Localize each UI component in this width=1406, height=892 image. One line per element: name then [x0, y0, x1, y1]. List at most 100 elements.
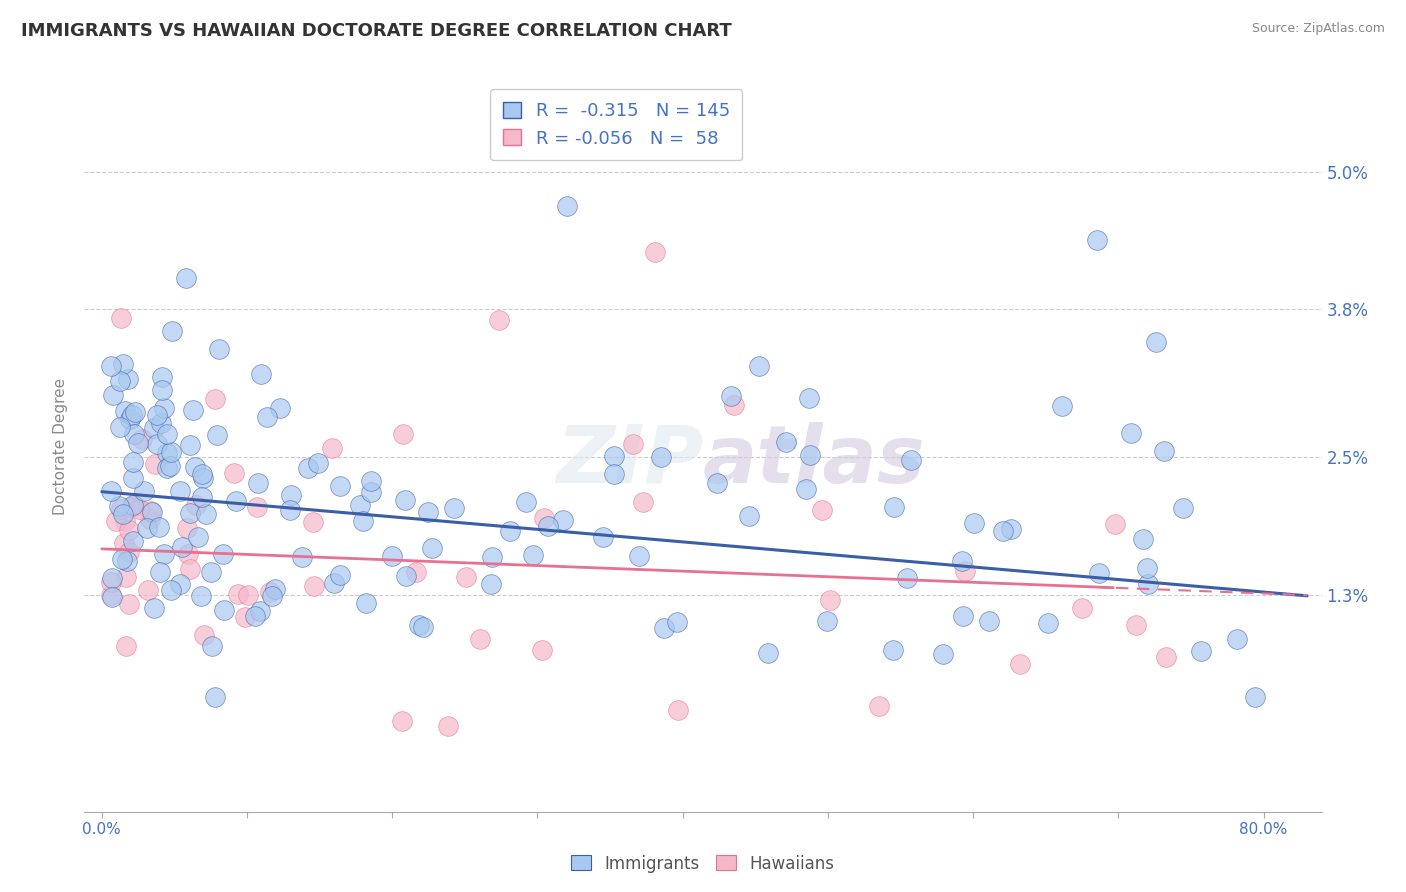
Immigrants — [181, 403, 204, 417]
Immigrants — [349, 499, 371, 513]
Immigrants — [148, 520, 170, 534]
Immigrants — [963, 516, 986, 530]
Hawaiians — [193, 628, 215, 642]
Hawaiians — [128, 502, 150, 516]
Immigrants — [420, 541, 443, 556]
Immigrants — [190, 467, 212, 481]
Immigrants — [381, 549, 404, 564]
Hawaiians — [233, 610, 256, 624]
Immigrants — [481, 549, 503, 564]
Immigrants — [111, 507, 134, 521]
Immigrants — [191, 471, 214, 485]
Hawaiians — [115, 570, 138, 584]
Immigrants — [159, 445, 181, 459]
Immigrants — [882, 643, 904, 657]
Immigrants — [1226, 632, 1249, 647]
Hawaiians — [118, 597, 141, 611]
Immigrants — [103, 387, 125, 401]
Immigrants — [184, 459, 207, 474]
Immigrants — [118, 412, 141, 426]
Immigrants — [555, 199, 578, 213]
Immigrants — [537, 518, 560, 533]
Immigrants — [204, 690, 226, 704]
Immigrants — [127, 435, 149, 450]
Immigrants — [1000, 522, 1022, 536]
Immigrants — [246, 475, 269, 490]
Immigrants — [950, 554, 973, 568]
Immigrants — [652, 621, 675, 635]
Immigrants — [121, 498, 143, 512]
Immigrants — [208, 342, 231, 356]
Immigrants — [706, 476, 728, 491]
Hawaiians — [621, 436, 644, 450]
Hawaiians — [226, 587, 249, 601]
Immigrants — [245, 609, 267, 624]
Immigrants — [153, 401, 176, 415]
Immigrants — [412, 620, 434, 634]
Immigrants — [212, 547, 235, 561]
Hawaiians — [186, 498, 208, 512]
Immigrants — [190, 589, 212, 603]
Hawaiians — [246, 500, 269, 514]
Hawaiians — [124, 499, 146, 513]
Immigrants — [1087, 566, 1109, 581]
Immigrants — [756, 646, 779, 660]
Hawaiians — [321, 441, 343, 455]
Immigrants — [799, 448, 821, 462]
Immigrants — [522, 548, 544, 562]
Text: atlas: atlas — [703, 422, 925, 500]
Hawaiians — [139, 504, 162, 518]
Immigrants — [201, 639, 224, 653]
Immigrants — [134, 484, 156, 499]
Immigrants — [191, 490, 214, 504]
Hawaiians — [1104, 516, 1126, 531]
Hawaiians — [405, 565, 427, 579]
Hawaiians — [259, 585, 281, 599]
Immigrants — [360, 475, 382, 489]
Y-axis label: Doctorate Degree: Doctorate Degree — [53, 377, 69, 515]
Hawaiians — [131, 433, 153, 447]
Immigrants — [602, 449, 624, 463]
Immigrants — [665, 615, 688, 629]
Immigrants — [174, 271, 197, 285]
Immigrants — [122, 455, 145, 469]
Hawaiians — [115, 639, 138, 653]
Immigrants — [124, 427, 146, 442]
Immigrants — [187, 530, 209, 544]
Immigrants — [114, 403, 136, 417]
Hawaiians — [105, 515, 128, 529]
Immigrants — [1144, 334, 1167, 349]
Hawaiians — [179, 561, 201, 575]
Immigrants — [394, 492, 416, 507]
Hawaiians — [1071, 600, 1094, 615]
Immigrants — [1153, 444, 1175, 458]
Hawaiians — [224, 466, 246, 480]
Hawaiians — [110, 310, 132, 325]
Immigrants — [352, 514, 374, 528]
Immigrants — [269, 401, 291, 415]
Hawaiians — [114, 514, 136, 528]
Hawaiians — [1154, 650, 1177, 665]
Immigrants — [156, 461, 179, 475]
Immigrants — [481, 576, 503, 591]
Immigrants — [1244, 690, 1267, 705]
Hawaiians — [666, 703, 689, 717]
Hawaiians — [488, 313, 510, 327]
Immigrants — [122, 533, 145, 548]
Immigrants — [1173, 500, 1195, 515]
Immigrants — [991, 524, 1014, 538]
Immigrants — [179, 438, 201, 452]
Immigrants — [117, 372, 139, 386]
Hawaiians — [118, 523, 141, 537]
Immigrants — [200, 566, 222, 580]
Immigrants — [214, 603, 236, 617]
Immigrants — [149, 566, 172, 580]
Immigrants — [360, 485, 382, 500]
Immigrants — [515, 495, 537, 509]
Immigrants — [146, 436, 169, 450]
Hawaiians — [1008, 657, 1031, 671]
Immigrants — [1119, 425, 1142, 440]
Immigrants — [329, 479, 352, 493]
Text: Source: ZipAtlas.com: Source: ZipAtlas.com — [1251, 22, 1385, 36]
Immigrants — [150, 383, 173, 397]
